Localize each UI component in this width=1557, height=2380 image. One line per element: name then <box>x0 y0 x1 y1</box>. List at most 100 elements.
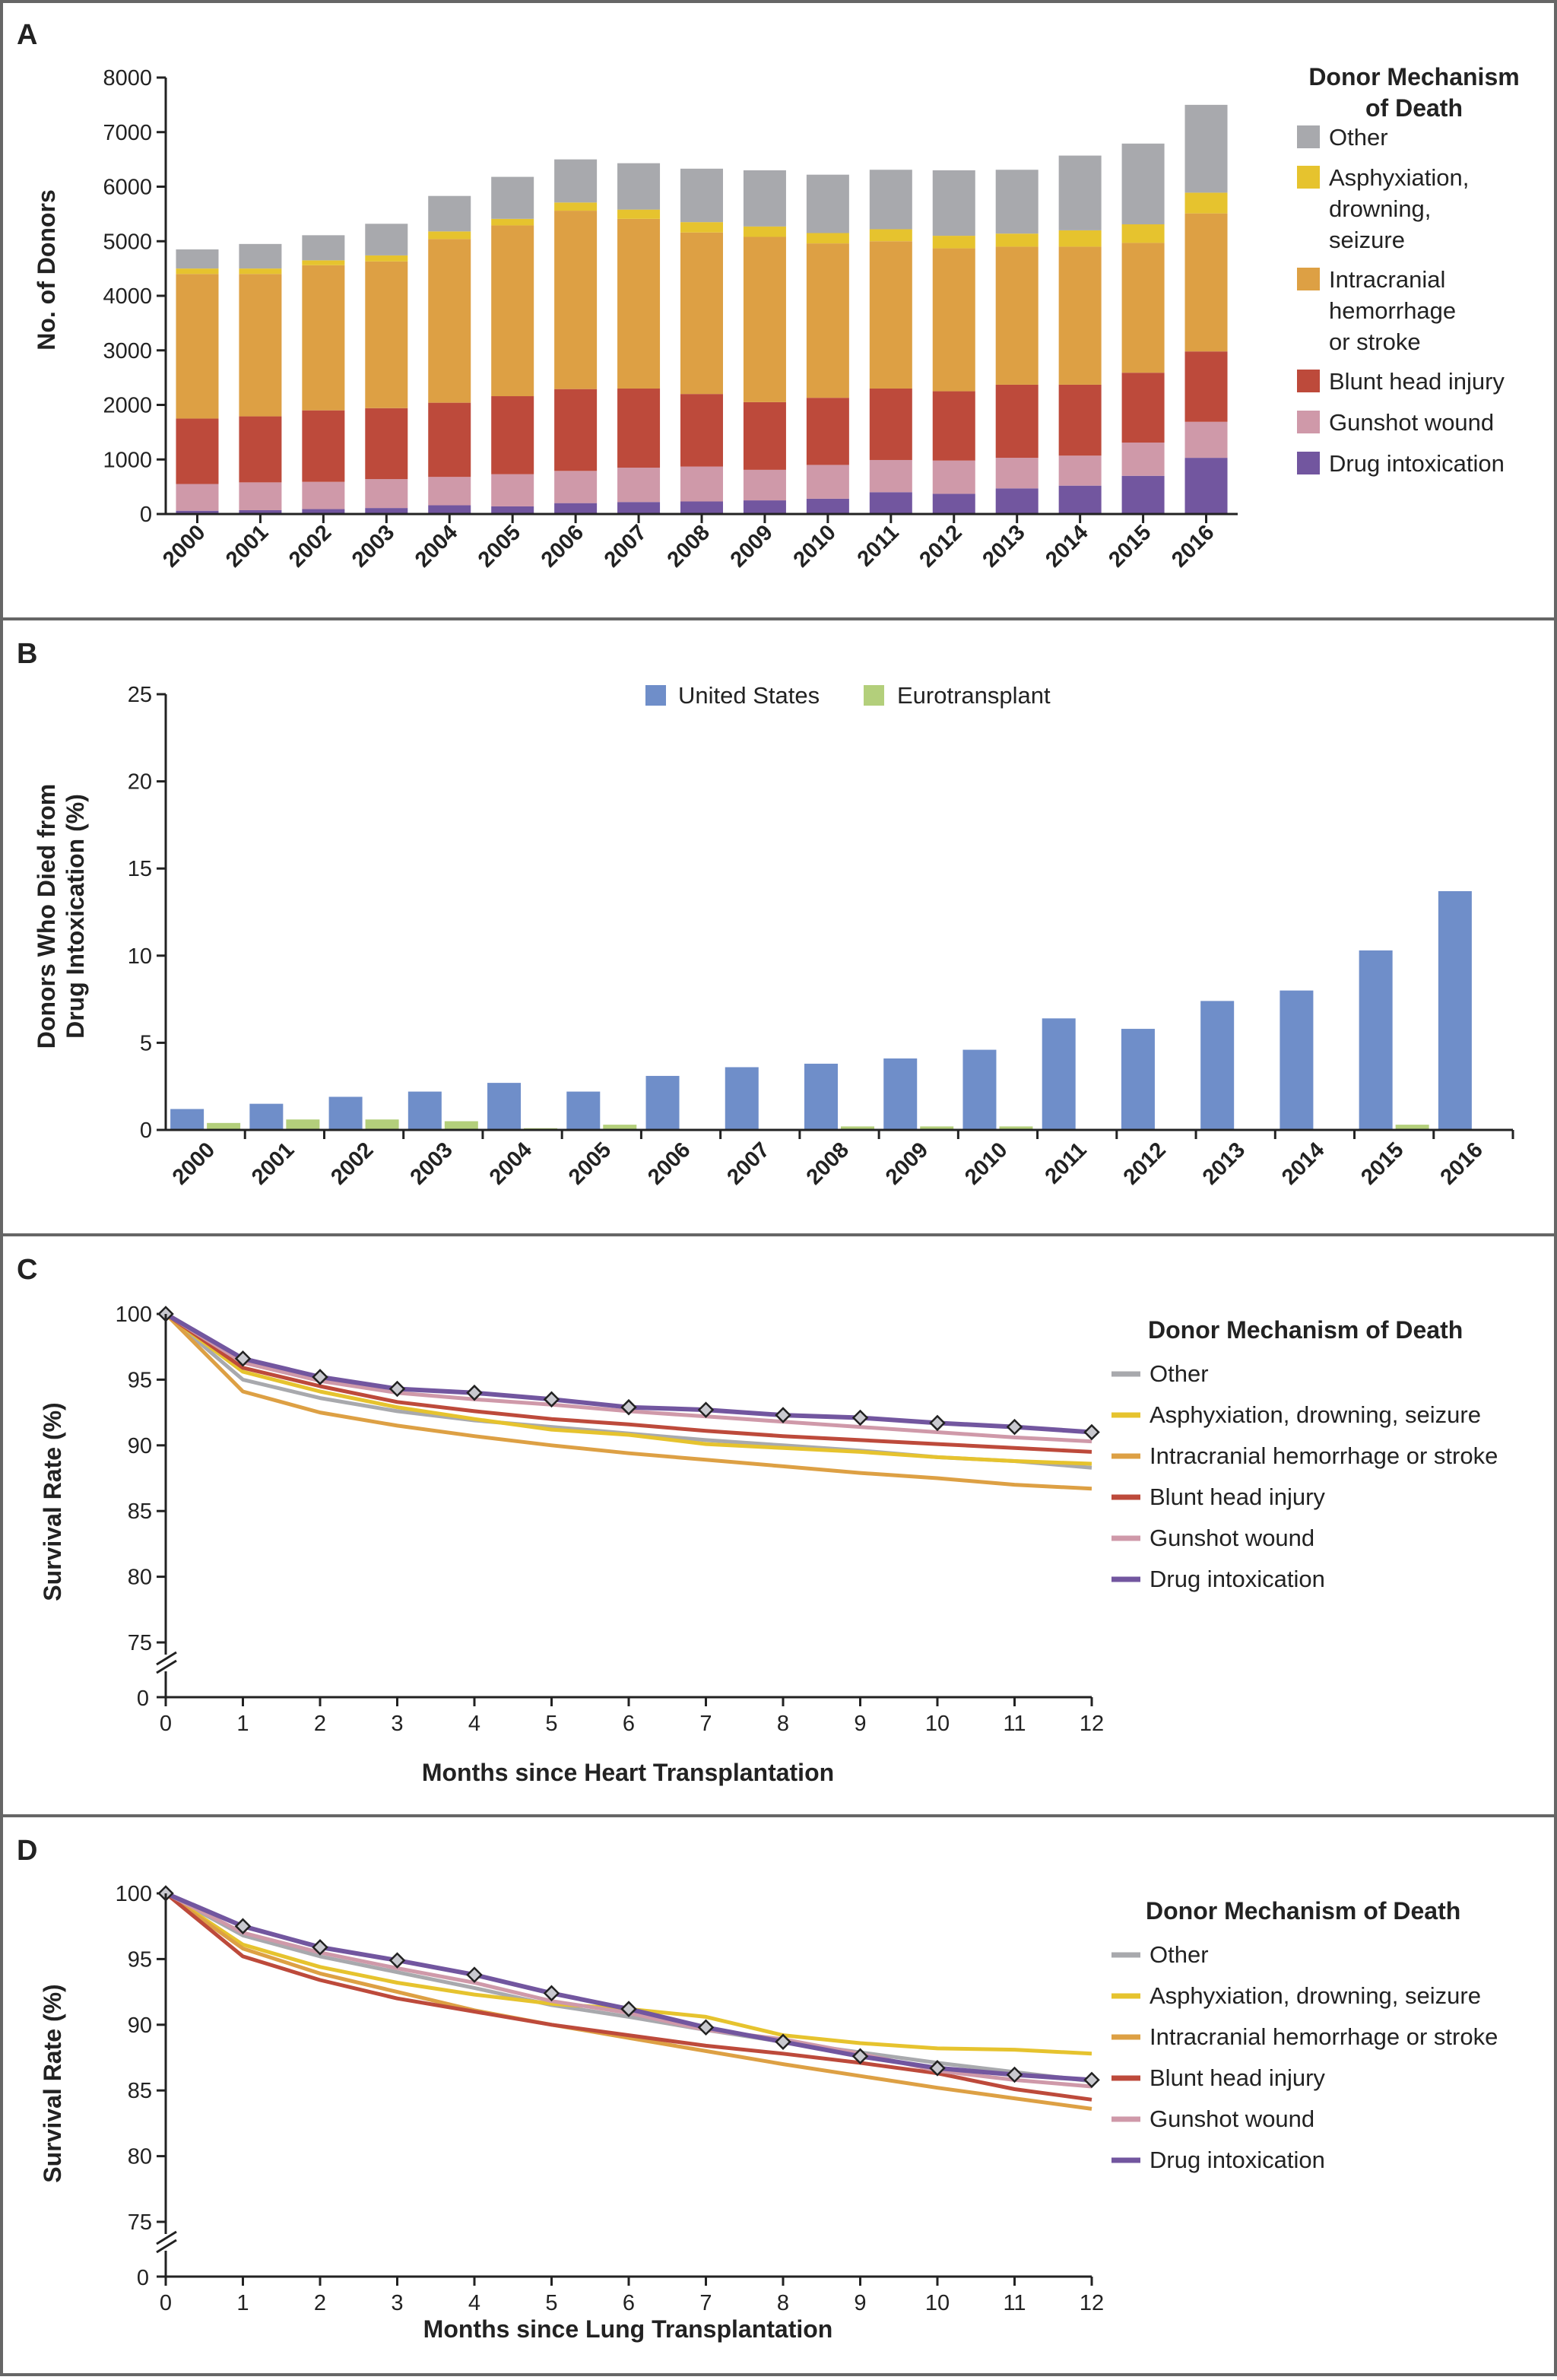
bar-2003-gunshot <box>365 479 408 509</box>
bar-2013-blunt <box>995 384 1039 459</box>
bar-2006-intracranial <box>554 211 598 389</box>
bar-2011-us <box>1042 1018 1076 1130</box>
panel-d-letter: D <box>17 1835 37 1867</box>
chart-d-marker-1 <box>234 1918 252 1934</box>
chart-a-legend-swatch-blunt <box>1297 370 1320 392</box>
chart-c-line-blunt <box>164 1312 1092 1454</box>
chart-a-legend-swatch-drug <box>1297 452 1320 474</box>
chart-c-marker-3 <box>388 1380 406 1398</box>
bar-2007-drug <box>617 502 661 514</box>
bar-2008-gunshot <box>680 466 723 502</box>
chart-c-marker-2 <box>312 1369 328 1385</box>
chart-a-xtick-label-2003: 2003 <box>347 520 399 572</box>
chart-c-marker-8 <box>775 1407 791 1423</box>
bar-2001-drug <box>239 509 282 514</box>
chart-b-xtick-label-2012: 2012 <box>1119 1138 1171 1189</box>
bar-2016-blunt <box>1184 351 1228 422</box>
legend-swatch-us <box>645 685 666 706</box>
bar-2014-gunshot <box>1058 455 1102 486</box>
bar-2002-drug <box>302 509 345 514</box>
bar-2002-intracranial <box>302 265 345 411</box>
chart-c-axes <box>164 1314 1092 1699</box>
chart-d-marker-4 <box>466 1966 483 1983</box>
chart-b-xtick-label-2009: 2009 <box>881 1138 933 1189</box>
chart-d-line-intracranial <box>164 1891 1092 2111</box>
chart-c-legend-label-asphyxiation: Asphyxiation, drowning, seizure <box>1150 1401 1481 1428</box>
bar-2000-intracranial <box>176 274 219 419</box>
chart-d-legend-label-intracranial: Intracranial hemorrhage or stroke <box>1150 2023 1498 2050</box>
bar-2002-other <box>302 235 345 261</box>
chart-d-axes <box>164 1893 1092 2278</box>
bar-2016-intracranial <box>1184 213 1228 352</box>
chart-c-marker-11 <box>1006 1418 1023 1436</box>
chart-c-marker-4 <box>466 1384 483 1401</box>
bar-2012-blunt <box>932 391 975 461</box>
chart-d-ytick-label-85: 85 <box>128 2079 152 2103</box>
chart-d-marker-7 <box>697 2019 715 2036</box>
chart-a-legend-label-gunshot-0: Gunshot wound <box>1329 409 1494 436</box>
bar-2010-gunshot <box>806 465 849 499</box>
chart-d-ylabel: Survival Rate (%) <box>39 1984 66 2182</box>
bar-2006-asphyxiation <box>554 202 598 211</box>
bar-2013-drug <box>995 488 1039 514</box>
bar-2004-us <box>487 1083 522 1130</box>
bar-2008-intracranial <box>680 232 723 395</box>
chart-a-ytick-label-6000: 6000 <box>103 176 152 200</box>
chart-a-ytick-label-7000: 7000 <box>103 121 152 145</box>
bar-2008-other <box>680 168 723 223</box>
chart-a-ytick-label-2000: 2000 <box>103 394 152 418</box>
bar-2014-other <box>1058 155 1102 230</box>
bar-2005-asphyxiation <box>491 218 534 226</box>
chart-d-line-other <box>164 1891 1092 2083</box>
bar-2000-us <box>170 1109 205 1130</box>
chart-a-ytick-label-5000: 5000 <box>103 230 152 254</box>
chart-b-legend: United States Eurotransplant <box>645 682 1051 709</box>
chart-d-axis-break <box>156 2230 177 2254</box>
chart-a-xtick-label-2014: 2014 <box>1041 520 1092 572</box>
chart-a-xtick-label-2002: 2002 <box>284 520 336 572</box>
chart-c-xtick-label-7: 7 <box>699 1712 712 1736</box>
chart-d-marker-9 <box>851 2048 869 2065</box>
chart-c-xtick-label-4: 4 <box>468 1712 480 1736</box>
chart-d-xtick-label-4: 4 <box>468 2291 480 2315</box>
bar-2010-blunt <box>806 398 849 465</box>
chart-b-xtick-label-2004: 2004 <box>485 1138 537 1189</box>
chart-d-marker-3 <box>388 1952 406 1969</box>
chart-b-xtick-label-2008: 2008 <box>802 1138 854 1189</box>
chart-a-legend-label-intracranial-0: Intracranial <box>1329 266 1445 293</box>
bar-2007-asphyxiation <box>617 209 661 219</box>
bar-2009-drug <box>743 500 786 514</box>
bar-2001-eurotransplant <box>286 1119 320 1130</box>
chart-c-marker-1 <box>234 1350 252 1367</box>
bar-2009-blunt <box>743 401 786 470</box>
chart-c-legend: Donor Mechanism of Death Other Asphyxiati… <box>1111 1316 1498 1592</box>
bar-2015-asphyxiation <box>1121 224 1165 243</box>
chart-a-xtick-label-2010: 2010 <box>789 520 841 572</box>
chart-d-ytick-label-100: 100 <box>116 1882 152 1906</box>
bar-2013-gunshot <box>995 458 1039 489</box>
chart-b-ylabel-line1: Donors Who Died from <box>33 784 60 1049</box>
chart-d-ytick-label-90: 90 <box>128 2013 152 2038</box>
bar-2001-blunt <box>239 416 282 483</box>
chart-c-xtick-label-10: 10 <box>925 1712 950 1736</box>
bar-2002-gunshot <box>302 481 345 509</box>
bar-2000-other <box>176 249 219 269</box>
chart-c-xtick-label-9: 9 <box>854 1712 866 1736</box>
chart-a-ytick-label-3000: 3000 <box>103 339 152 363</box>
chart-a-ytick-label-0: 0 <box>140 503 152 527</box>
chart-c-axis-break <box>156 1651 177 1674</box>
bar-2003-eurotransplant <box>444 1121 478 1130</box>
chart-c-marker-9 <box>851 1409 869 1426</box>
bar-2007-intracranial <box>617 218 661 389</box>
bar-2016-asphyxiation <box>1184 192 1228 214</box>
bar-2003-other <box>365 224 408 255</box>
chart-a-legend-swatch-other <box>1297 125 1320 148</box>
chart-c-legend-title: Donor Mechanism of Death <box>1148 1316 1463 1344</box>
chart-c-legend-label-gunshot: Gunshot wound <box>1150 1525 1314 1551</box>
legend-swatch-eurotransplant <box>864 685 884 706</box>
chart-d-xtick-label-2: 2 <box>314 2291 326 2315</box>
bar-2004-drug <box>428 505 471 514</box>
bar-2005-eurotransplant <box>603 1125 637 1130</box>
chart-b-xtick-label-2005: 2005 <box>564 1138 616 1189</box>
chart-b-xtick-label-2015: 2015 <box>1356 1138 1408 1189</box>
